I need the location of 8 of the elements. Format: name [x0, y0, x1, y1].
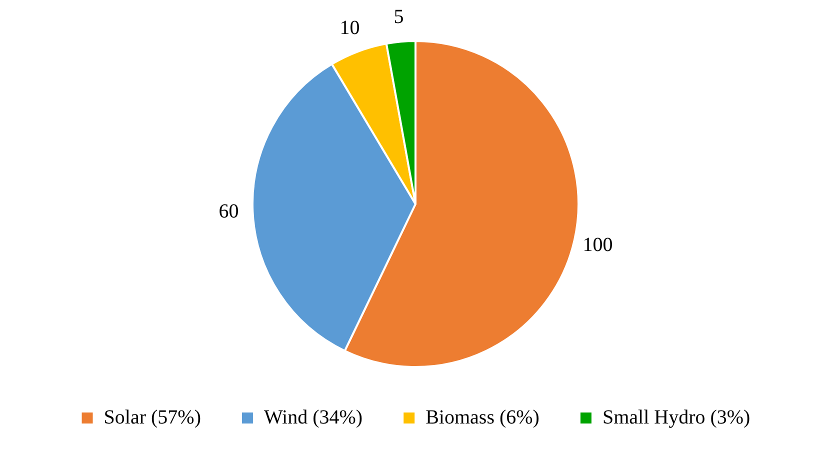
- data-label: 5: [394, 6, 404, 28]
- legend-label: Solar (57%): [104, 406, 201, 428]
- legend-label: Small Hydro (3%): [602, 406, 750, 428]
- data-label: 100: [582, 234, 613, 256]
- legend-label: Biomass (6%): [426, 406, 540, 428]
- data-label: 60: [218, 200, 239, 223]
- data-label: 10: [340, 17, 360, 40]
- legend-label: Wind (34%): [264, 406, 363, 428]
